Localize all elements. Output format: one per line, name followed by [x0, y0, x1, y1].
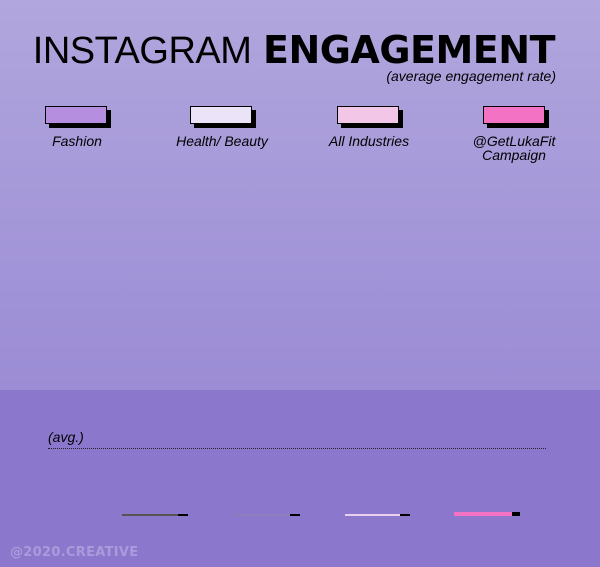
legend-swatch [45, 106, 107, 124]
legend-swatch [190, 106, 252, 124]
legend-label: @GetLukaFit Campaign [472, 133, 556, 163]
legend-swatch [337, 106, 399, 124]
title: INSTAGRAM ENGAGEMENT [32, 28, 556, 73]
legend-label: Health/ Beauty [176, 133, 268, 149]
avg-label: (avg.) [48, 429, 84, 445]
bar [234, 514, 300, 516]
footer: @2020.CREATIVE [10, 545, 139, 560]
avg-line [48, 448, 546, 449]
bar [345, 514, 410, 516]
legend-label: All Industries [328, 133, 410, 149]
legend-label: Fashion [52, 133, 102, 149]
title-bold: ENGAGEMENT [262, 28, 556, 72]
title-light: INSTAGRAM [32, 30, 252, 72]
bar [454, 512, 520, 516]
legend-swatch [483, 106, 545, 124]
bar [122, 514, 188, 516]
subtitle: (average engagement rate) [386, 68, 556, 84]
